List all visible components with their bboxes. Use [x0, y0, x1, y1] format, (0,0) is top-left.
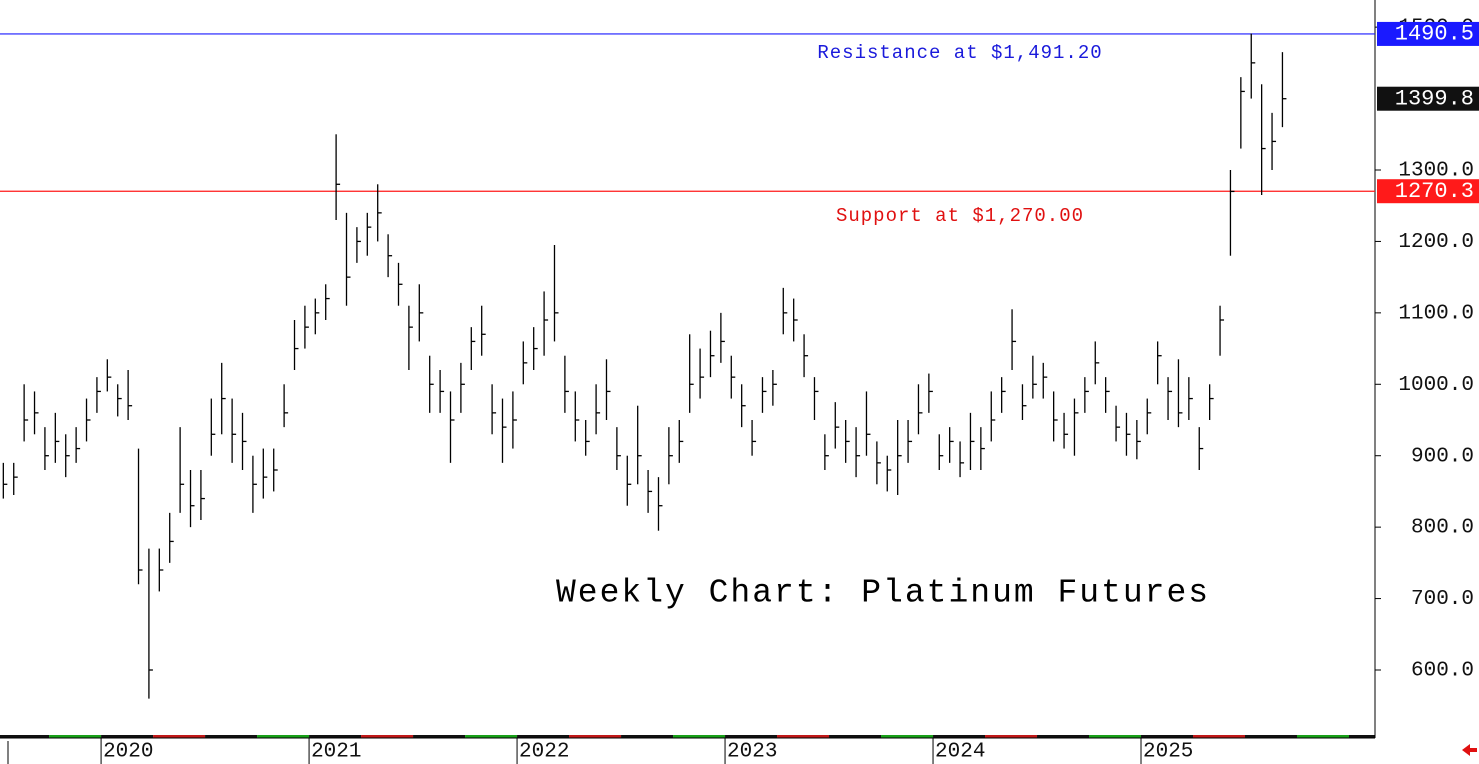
- season-strip: [49, 735, 102, 738]
- season-strip: [881, 735, 934, 738]
- x-tick-label: 2022: [519, 741, 569, 764]
- x-tick-label: 2020: [103, 741, 153, 764]
- season-strip: [205, 735, 258, 738]
- season-strip: [1037, 735, 1090, 738]
- scroll-arrow[interactable]: [1462, 744, 1477, 756]
- level-box: [1377, 179, 1479, 204]
- season-strip: [361, 735, 414, 738]
- y-tick-label: 1000.0: [1398, 374, 1474, 397]
- season-strip: [101, 735, 154, 738]
- season-strip: [465, 735, 518, 738]
- season-strip: [985, 735, 1038, 738]
- level-box: [1377, 21, 1479, 46]
- season-strip: [0, 735, 50, 738]
- y-tick-label: 1200.0: [1398, 231, 1474, 254]
- y-tick-label: 1300.0: [1398, 160, 1474, 183]
- x-tick-label: 2021: [311, 741, 361, 764]
- y-tick-label: 1100.0: [1398, 302, 1474, 325]
- season-strip: [1349, 735, 1375, 738]
- season-strip: [777, 735, 830, 738]
- last-price-box: [1377, 86, 1479, 111]
- x-tick-label: 2023: [727, 741, 777, 764]
- y-tick-label: 600.0: [1411, 660, 1474, 683]
- season-strip: [517, 735, 570, 738]
- season-strip: [1089, 735, 1142, 738]
- season-strip: [413, 735, 466, 738]
- season-strip: [1141, 735, 1194, 738]
- season-strip: [1245, 735, 1298, 738]
- y-tick-label: 700.0: [1411, 588, 1474, 611]
- season-strip: [933, 735, 986, 738]
- season-strip: [621, 735, 674, 738]
- level-label: 1270.3: [1395, 179, 1474, 204]
- season-strip: [1297, 735, 1350, 738]
- season-strip: [829, 735, 882, 738]
- x-tick-label: 2024: [935, 741, 985, 764]
- season-strip: [1193, 735, 1246, 738]
- x-tick-label: 2025: [1143, 741, 1193, 764]
- season-strip: [725, 735, 778, 738]
- annotation: Resistance at $1,491.20: [817, 42, 1102, 64]
- last-price-label: 1399.8: [1395, 87, 1474, 112]
- y-tick-label: 900.0: [1411, 445, 1474, 468]
- level-label: 1490.5: [1395, 22, 1474, 47]
- y-tick-label: 800.0: [1411, 517, 1474, 540]
- season-strip: [569, 735, 622, 738]
- annotation: Support at $1,270.00: [836, 205, 1084, 227]
- season-strip: [309, 735, 362, 738]
- season-strip: [257, 735, 310, 738]
- chart-title: Weekly Chart: Platinum Futures: [556, 575, 1210, 612]
- season-strip: [153, 735, 206, 738]
- season-strip: [673, 735, 726, 738]
